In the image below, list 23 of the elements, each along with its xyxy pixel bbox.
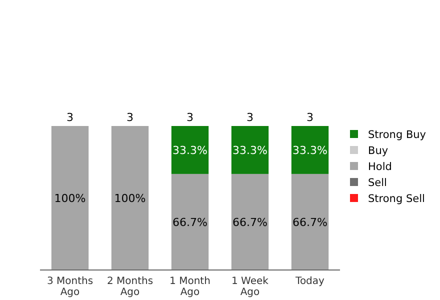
legend-label: Strong Sell [368,193,425,205]
annotation: 3 [126,111,134,124]
data-label: 66.7% [172,216,208,229]
legend-label: Hold [368,161,392,173]
x-tick-label: 3 Months Ago [46,276,94,298]
legend-label: Strong Buy [368,129,426,141]
legend-label: Buy [368,145,388,157]
data-label: 66.7% [292,216,328,229]
x-tick-label: 1 Month Ago [170,276,210,298]
annotation: 3 [66,111,74,124]
data-label: 100% [114,192,146,205]
annotation: 3 [186,111,194,124]
annotation: 3 [246,111,254,124]
data-label: 33.3% [172,144,208,157]
x-tick-label: 1 Week Ago [232,276,269,298]
x-tick-label: 2 Months Ago [106,276,154,298]
x-tick-label: Today [294,276,325,287]
annotation: 3 [306,111,314,124]
data-label: 66.7% [232,216,268,229]
data-label: 33.3% [292,144,328,157]
legend-label: Sell [368,177,387,189]
data-label: 100% [54,192,86,205]
data-label: 33.3% [232,144,268,157]
